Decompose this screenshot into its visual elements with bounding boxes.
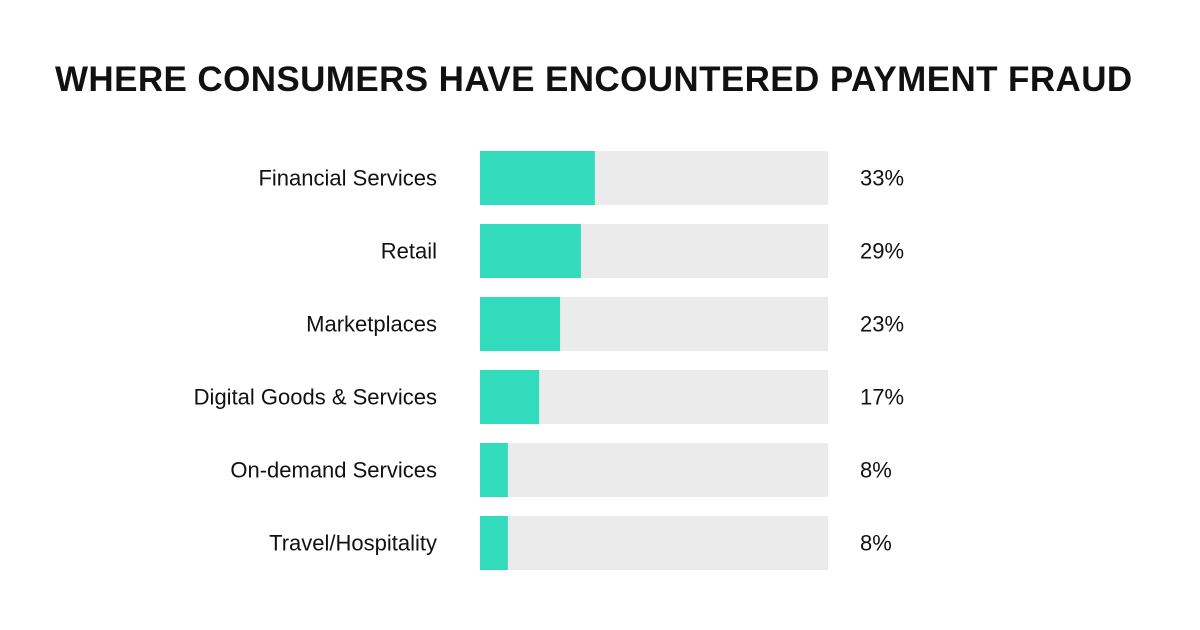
category-label: Retail — [381, 239, 437, 264]
bar — [480, 297, 561, 351]
value-label: 33% — [860, 166, 904, 191]
bar-row: Retail 29% — [381, 224, 904, 278]
bar-row: On-demand Services 8% — [230, 443, 892, 497]
bar — [480, 370, 540, 424]
value-label: 8% — [860, 458, 892, 483]
category-label: Travel/Hospitality — [269, 531, 437, 556]
value-label: 23% — [860, 312, 904, 337]
category-label: Financial Services — [258, 166, 437, 191]
bar-row: Travel/Hospitality 8% — [269, 516, 892, 570]
bar — [480, 443, 508, 497]
bar-row: Marketplaces 23% — [306, 297, 904, 351]
bar — [480, 224, 581, 278]
bar-row: Financial Services 33% — [258, 151, 904, 205]
bar-track — [480, 443, 828, 497]
bar-track — [480, 516, 828, 570]
category-label: On-demand Services — [230, 458, 437, 483]
bar-row: Digital Goods & Services 17% — [194, 370, 904, 424]
chart-title: WHERE CONSUMERS HAVE ENCOUNTERED PAYMENT… — [55, 60, 1133, 99]
category-label: Digital Goods & Services — [194, 385, 437, 410]
value-label: 8% — [860, 531, 892, 556]
value-label: 29% — [860, 239, 904, 264]
value-label: 17% — [860, 385, 904, 410]
bar — [480, 516, 508, 570]
bar — [480, 151, 595, 205]
category-label: Marketplaces — [306, 312, 437, 337]
